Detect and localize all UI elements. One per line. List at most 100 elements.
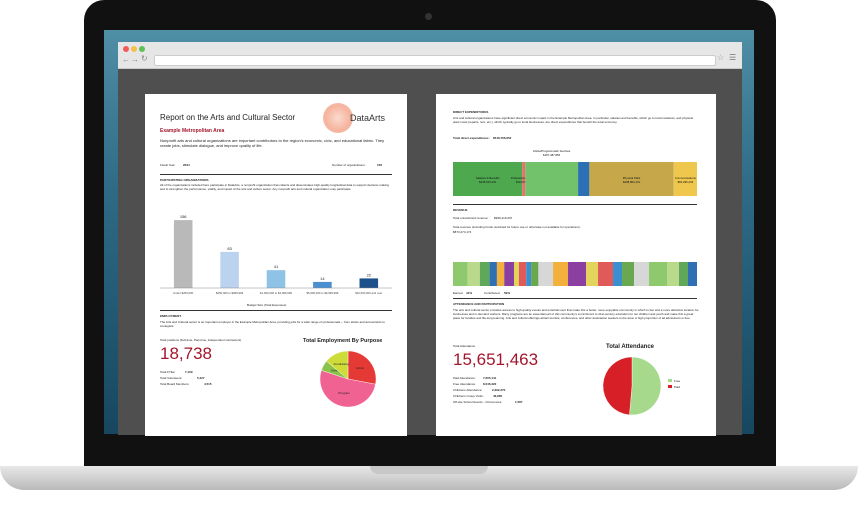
- direct-expenditure-bar: Salaries & Benefits$245,510,431 Professio…: [453, 150, 697, 196]
- expenditure-label: Communications: [675, 176, 696, 180]
- dataarts-logo-icon: [323, 103, 353, 133]
- paid-value: 7,605,141: [483, 376, 497, 380]
- divider: [160, 310, 392, 311]
- revenue-bar: [453, 262, 697, 286]
- bar: [173, 220, 193, 288]
- menu-icon[interactable]: ☰: [729, 53, 737, 62]
- revenue-segment: [553, 262, 569, 286]
- expenditure-segment: [522, 162, 526, 196]
- revenue-segment: [538, 262, 554, 286]
- report-subtitle: Example Metropolitan Area: [160, 128, 225, 134]
- attendance-heading: ATTENDANCE AND PARTICIPATION: [453, 302, 505, 306]
- pie-slice: [319, 370, 376, 408]
- expenditure-label: Professional Service: [511, 176, 537, 180]
- revenue-segment: [518, 262, 527, 286]
- tick-label: $250,000 to $999,999: [216, 291, 244, 295]
- bar-value-label: 22: [367, 272, 372, 277]
- bar-value-label: 83: [227, 246, 232, 251]
- minimize-window-icon[interactable]: [131, 46, 137, 52]
- expenditure-value: $245,510,431: [479, 180, 497, 184]
- browser-viewport: Report on the Arts and Cultural Sector E…: [118, 69, 742, 436]
- legend-paid-swatch: [668, 385, 672, 388]
- revenue-segment: [489, 262, 497, 286]
- tick-label: Under $250,000: [173, 291, 194, 295]
- attendance-pie-chart: [602, 356, 662, 416]
- earned-label: Earned: [453, 291, 463, 295]
- direct-text: Arts and cultural organizations have sig…: [453, 116, 693, 124]
- back-icon[interactable]: ←: [122, 55, 130, 64]
- revenue-segment: [531, 262, 539, 286]
- fiscal-year-value: 2034: [183, 163, 190, 167]
- pie-slice-label: Program: [338, 391, 350, 395]
- total-attendance-value: 15,651,463: [453, 350, 539, 369]
- pie-slice: [602, 356, 633, 416]
- expenditure-segment: [453, 162, 523, 196]
- pie-slice-label: Admin: [356, 366, 365, 370]
- expenditure-value: $298,862,231: [623, 180, 641, 184]
- total-attendance-label: Total Attendance: [453, 344, 476, 348]
- revenue-segment: [496, 262, 505, 286]
- groups-label: Childrens Group Visits:: [453, 394, 484, 398]
- bar-value-label: 156: [180, 214, 187, 219]
- participating-text: All of the organizations included here p…: [160, 183, 389, 191]
- free-label: Free Attendance:: [453, 382, 476, 386]
- report-title: Report on the Arts and Cultural Sector: [160, 113, 296, 122]
- pie-slice-label: Other: [331, 369, 339, 373]
- budget-bar-chart: 156 Under $250,000 83 $250,000 to $999,999 4…: [160, 214, 392, 295]
- pie-slice: [326, 350, 349, 380]
- laptop-notch: [370, 466, 488, 474]
- groups-value: 46,865: [493, 394, 503, 398]
- contributed-pct: 59%: [504, 291, 511, 295]
- maximize-window-icon[interactable]: [139, 46, 145, 52]
- close-window-icon[interactable]: [123, 46, 129, 52]
- revenue-segment: [667, 262, 680, 286]
- fiscal-year-label: Fiscal Year:: [160, 163, 176, 167]
- bar-value-label: 14: [320, 276, 325, 281]
- expenditure-label: Artists/Programmatic Services: [533, 150, 571, 153]
- reload-icon[interactable]: ↻: [141, 54, 148, 63]
- board-label: Total Board Members:: [160, 382, 190, 386]
- bar: [266, 270, 286, 288]
- total-positions-label: Total positions (Full-time, Part-time, I…: [160, 338, 242, 342]
- legend-paid: Paid: [674, 385, 681, 389]
- offsite-label: Off-site School Events - Occurences:: [453, 400, 503, 404]
- revenue-segment: [453, 262, 468, 286]
- employment-heading: EMPLOYMENT: [160, 314, 182, 318]
- report-page-right: DIRECT EXPENDITURES Arts and cultural or…: [436, 94, 716, 436]
- tick-label: $1,000,000 to $4,999,999: [260, 291, 292, 295]
- intro-text: Nonprofit arts and cultural organization…: [160, 138, 385, 148]
- pie-slice: [629, 356, 662, 416]
- earned-pct: 41%: [466, 291, 473, 295]
- divider: [160, 174, 392, 175]
- report-page-left: Report on the Arts and Cultural Sector E…: [145, 94, 407, 436]
- expenditure-segment: [578, 162, 590, 196]
- fte-value: 7,109: [185, 370, 193, 374]
- bookmark-star-icon[interactable]: ☆: [717, 53, 725, 62]
- bar: [359, 278, 379, 288]
- volunteers-value: 5,427: [197, 376, 205, 380]
- revenue-segment: [649, 262, 668, 286]
- attendance-text: The arts and cultural sector provides ac…: [453, 308, 699, 320]
- legend-free: Free: [674, 379, 681, 383]
- revenue-segment: [688, 262, 697, 286]
- revenue-segment: [598, 262, 614, 286]
- forward-icon[interactable]: →: [131, 55, 139, 64]
- revenue-segment: [514, 262, 519, 286]
- revenue-segment: [467, 262, 480, 286]
- camera-icon: [425, 13, 432, 20]
- address-bar[interactable]: [154, 55, 716, 66]
- total-direct-value: $518,766,652: [493, 136, 512, 140]
- offsite-value: 1,587: [515, 400, 523, 404]
- num-orgs-value: 156: [377, 163, 383, 167]
- participating-heading: PARTICIPATING ORGANIZATIONS: [160, 178, 209, 182]
- browser-toolbar: ← → ↻ ☆ ☰: [118, 42, 742, 69]
- bar: [313, 281, 332, 288]
- tick-label: $10,000,000 and over: [355, 291, 382, 295]
- logo-text: DataArts: [350, 113, 386, 123]
- direct-heading: DIRECT EXPENDITURES: [453, 110, 489, 114]
- pie-slice: [347, 350, 377, 385]
- expenditure-segment: [589, 162, 674, 196]
- total-revenue-value: $873,274,174: [453, 230, 472, 234]
- divider: [453, 204, 697, 205]
- revenue-segment: [622, 262, 635, 286]
